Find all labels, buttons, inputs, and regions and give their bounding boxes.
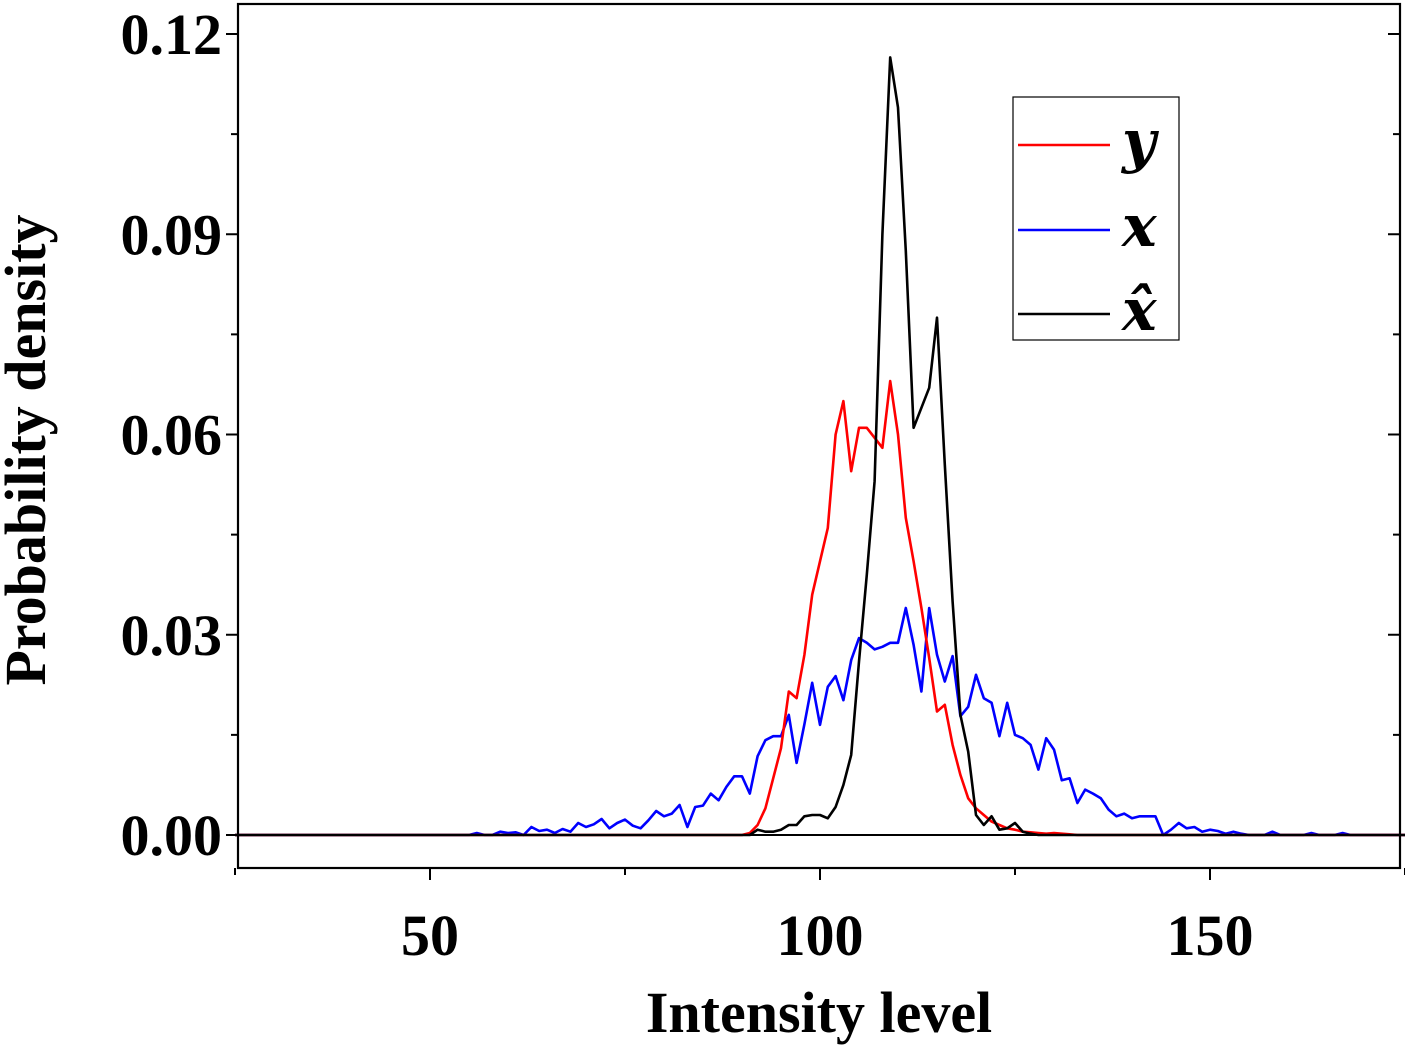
- y-tick-label: 0.03: [121, 603, 223, 668]
- series-layer: [235, 56, 1405, 837]
- y-tick-label: 0.12: [121, 2, 223, 67]
- legend-label: x: [1120, 192, 1158, 260]
- x-axis-title: Intensity level: [646, 980, 992, 1045]
- legend-label: y: [1120, 107, 1160, 175]
- x-tick-label: 50: [401, 903, 459, 968]
- y-axis-title: Probability density: [0, 214, 58, 685]
- legend-box: [1012, 96, 1180, 341]
- x-tick-label: 100: [777, 903, 864, 968]
- plot-frame: [236, 2, 1402, 870]
- legend: yx x̂: [1012, 96, 1180, 344]
- axis-tick-labels: 50 100 150 0.00 0.03 0.06 0.09 0.12: [121, 2, 1254, 968]
- x-tick-label: 150: [1167, 903, 1254, 968]
- series-line-x-hat: [235, 56, 1405, 837]
- series-line-x: [235, 606, 1405, 837]
- y-tick-label: 0.09: [121, 202, 223, 267]
- plot-background: [238, 4, 1400, 868]
- y-tick-label: 0.00: [121, 803, 223, 868]
- y-tick-label: 0.06: [121, 403, 223, 468]
- legend-label: x̂: [1120, 276, 1158, 344]
- axis-ticks: [226, 33, 1405, 880]
